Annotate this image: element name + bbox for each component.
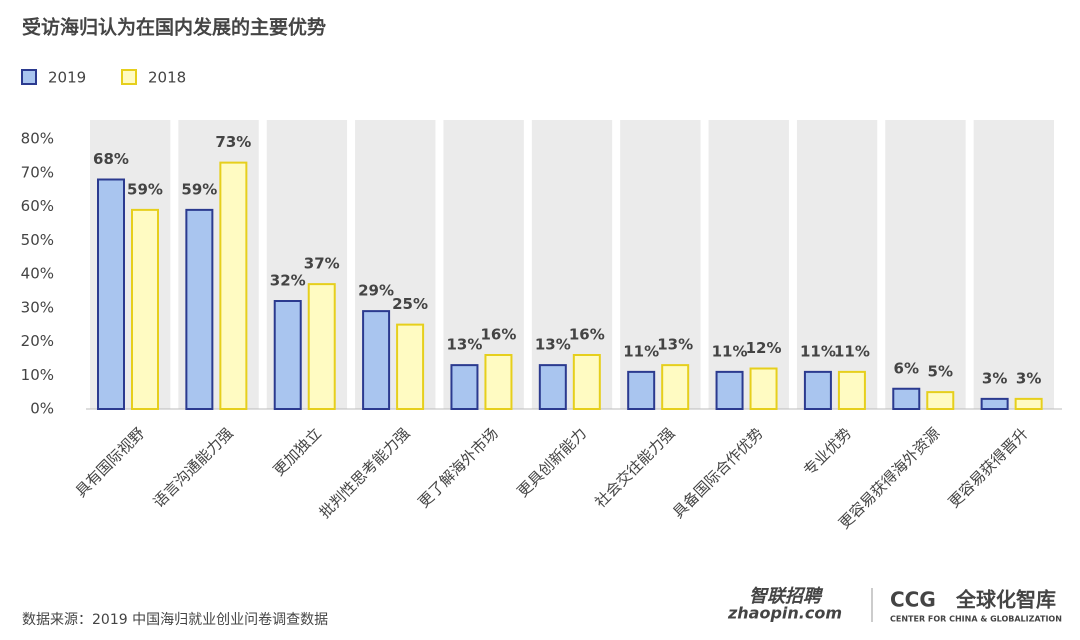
y-tick-label: 80%	[21, 130, 54, 148]
bar	[926, 391, 955, 410]
y-tick-label: 40%	[21, 265, 54, 283]
category-background	[885, 120, 966, 409]
bar	[661, 364, 690, 410]
bar	[307, 283, 336, 410]
bar	[185, 208, 214, 410]
bar	[837, 370, 866, 410]
bar	[538, 364, 567, 410]
value-label: 68%	[93, 150, 129, 168]
bar	[572, 354, 601, 410]
value-label: 13%	[657, 336, 693, 354]
value-label: 32%	[270, 272, 306, 290]
legend-swatch	[21, 69, 37, 85]
y-tick-label: 30%	[21, 298, 54, 316]
logo-text: CCG	[890, 588, 936, 612]
bar	[484, 354, 513, 410]
value-label: 16%	[481, 326, 517, 344]
bar	[892, 387, 921, 410]
y-tick-label: 50%	[21, 231, 54, 249]
value-label: 3%	[1016, 369, 1041, 387]
legend-label: 2018	[148, 69, 186, 87]
bar	[749, 367, 778, 410]
category-background	[620, 120, 701, 409]
bar	[219, 161, 248, 410]
value-label: 59%	[181, 180, 217, 198]
value-label: 6%	[894, 359, 919, 377]
category-background	[796, 120, 878, 409]
bar	[131, 208, 159, 410]
value-label: 16%	[569, 326, 605, 344]
value-label: 3%	[982, 369, 1007, 387]
y-tick-label: 70%	[21, 163, 54, 181]
bar	[450, 364, 479, 410]
value-label: 12%	[746, 339, 782, 357]
value-label: 37%	[304, 255, 340, 273]
value-label: 5%	[928, 363, 953, 381]
legend-label: 2019	[48, 69, 86, 87]
value-label: 29%	[358, 282, 394, 300]
value-label: 13%	[535, 336, 571, 354]
logo-text: 全球化智库	[955, 588, 1056, 612]
value-label: 25%	[392, 295, 428, 313]
logo-text: 智联招聘	[749, 586, 824, 607]
value-label: 73%	[215, 133, 251, 151]
chart-title: 受访海归认为在国内发展的主要优势	[22, 16, 326, 39]
bar	[715, 370, 744, 410]
bar	[97, 178, 125, 410]
category-background	[708, 120, 789, 409]
y-tick-label: 20%	[21, 332, 54, 350]
source-note: 数据来源：2019 中国海归就业创业问卷调查数据	[22, 611, 328, 628]
value-label: 11%	[712, 342, 748, 360]
bar	[396, 323, 425, 410]
value-label: 13%	[447, 336, 483, 354]
bar	[362, 310, 391, 410]
logo-text: CENTER FOR CHINA & GLOBALIZATION	[890, 615, 1062, 624]
y-tick-label: 10%	[21, 366, 54, 384]
legend-swatch	[121, 69, 137, 85]
value-label: 59%	[127, 180, 163, 198]
category-background	[973, 120, 1054, 409]
bar	[980, 397, 1009, 410]
value-label: 11%	[623, 342, 659, 360]
y-tick-label: 60%	[21, 197, 54, 215]
bar	[627, 370, 656, 410]
bar	[1014, 397, 1043, 410]
bar	[273, 300, 302, 410]
logo-text: zhaopin.com	[727, 604, 842, 623]
value-label: 11%	[834, 342, 870, 360]
y-tick-label: 0%	[30, 400, 54, 418]
value-label: 11%	[800, 342, 836, 360]
bar	[803, 370, 832, 410]
